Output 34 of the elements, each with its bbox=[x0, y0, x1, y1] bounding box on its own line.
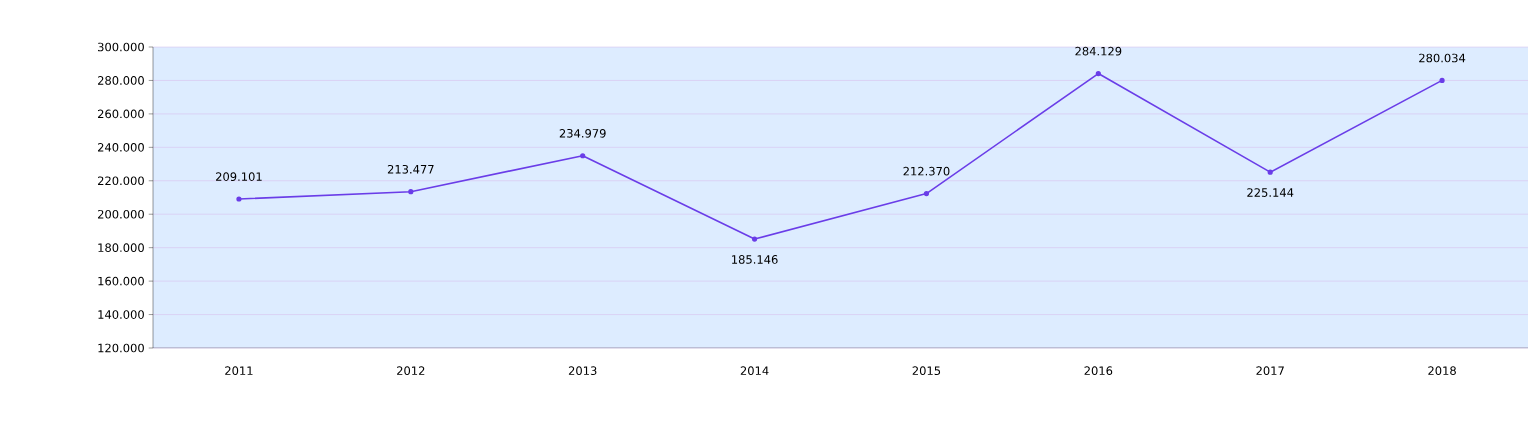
point bbox=[1267, 169, 1273, 175]
data-label: 213.477 bbox=[387, 164, 434, 174]
point bbox=[580, 153, 586, 159]
x-tick-label: 2017 bbox=[1256, 366, 1284, 375]
x-tick-label: 2013 bbox=[568, 366, 597, 375]
data-label: 280.034 bbox=[1419, 53, 1466, 63]
point bbox=[408, 189, 414, 195]
y-tick-label: 240.000 bbox=[97, 142, 144, 152]
y-tick-label: 160.000 bbox=[98, 276, 144, 286]
y-tick-label: 280.000 bbox=[97, 76, 144, 85]
data-label: 234.979 bbox=[559, 129, 606, 138]
x-tick-label: 2016 bbox=[1084, 366, 1113, 375]
x-tick-label: 2011 bbox=[225, 366, 253, 375]
data-label: 225.144 bbox=[1247, 188, 1294, 197]
x-tick-label: 2014 bbox=[740, 366, 769, 375]
point bbox=[1095, 70, 1101, 77]
point bbox=[1439, 77, 1445, 83]
data-label: 185.146 bbox=[732, 255, 778, 264]
data-label: 212.370 bbox=[903, 166, 950, 176]
y-tick-label: 140.000 bbox=[98, 310, 144, 319]
y-tick-label: 260.000 bbox=[97, 109, 144, 119]
y-tick-label: 200.000 bbox=[97, 209, 144, 219]
y-tick-label: 120.000 bbox=[98, 343, 144, 353]
data-label: 209.101 bbox=[216, 172, 262, 181]
point bbox=[923, 190, 930, 197]
x-tick-label: 2015 bbox=[912, 366, 941, 375]
point bbox=[751, 236, 758, 242]
y-tick-label: 300.000 bbox=[98, 42, 144, 52]
x-tick-label: 2012 bbox=[397, 366, 425, 375]
x-tick-label: 2018 bbox=[1428, 366, 1456, 375]
data-label: 284.129 bbox=[1075, 46, 1122, 56]
y-tick-label: 220.000 bbox=[97, 176, 144, 186]
point bbox=[236, 196, 242, 202]
y-tick-label: 180.000 bbox=[98, 243, 144, 253]
